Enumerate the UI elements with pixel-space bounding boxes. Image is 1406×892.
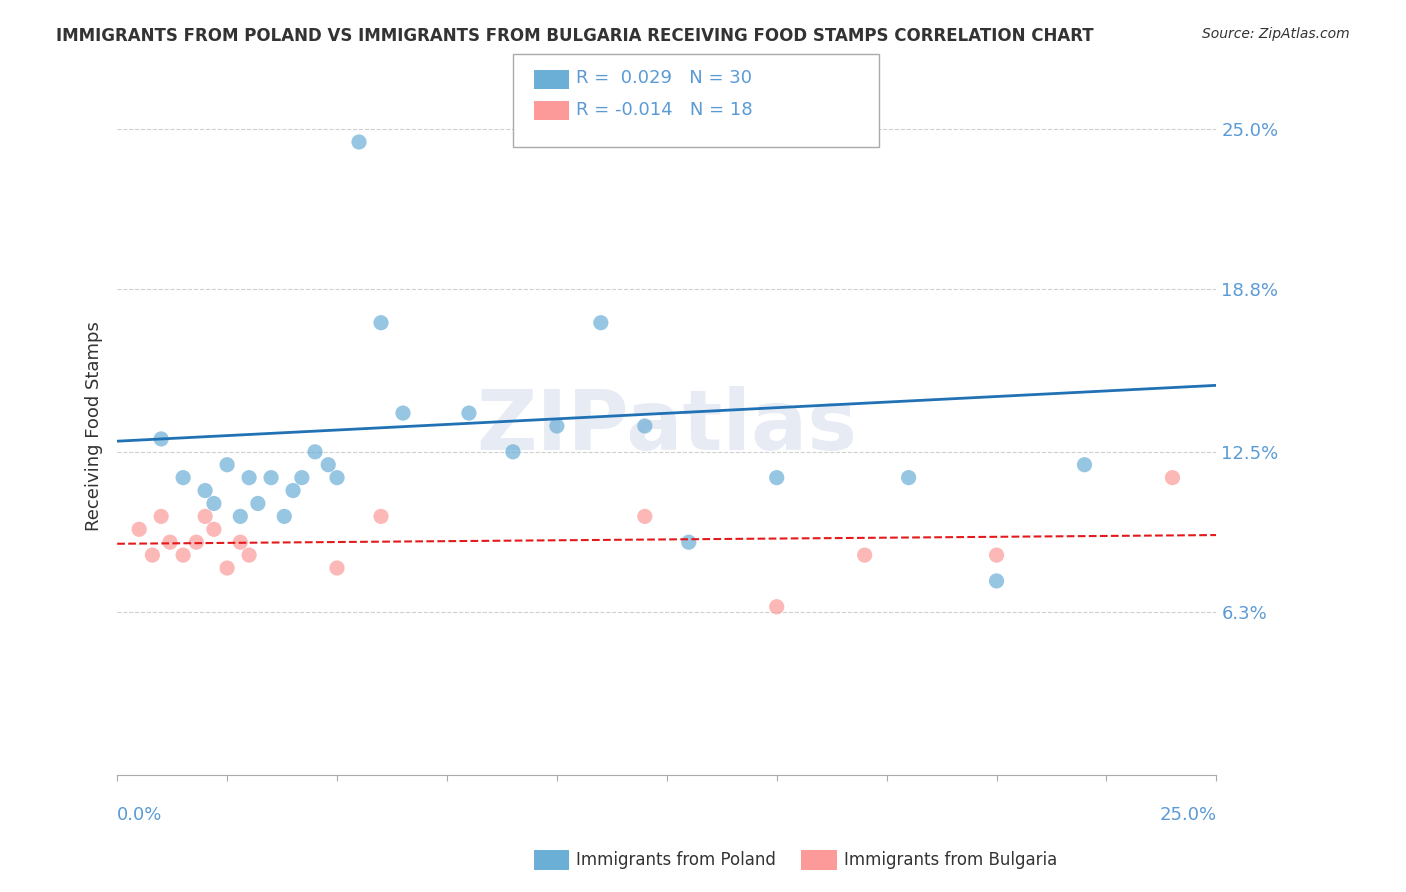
Point	[458, 406, 481, 420]
Point	[150, 509, 173, 524]
Point	[1161, 470, 1184, 484]
Point	[986, 574, 1008, 588]
Text: ZIPatlas: ZIPatlas	[477, 385, 858, 467]
Text: R = -0.014   N = 18: R = -0.014 N = 18	[576, 101, 754, 119]
Point	[229, 535, 252, 549]
Text: Immigrants from Poland: Immigrants from Poland	[576, 851, 776, 869]
Text: IMMIGRANTS FROM POLAND VS IMMIGRANTS FROM BULGARIA RECEIVING FOOD STAMPS CORRELA: IMMIGRANTS FROM POLAND VS IMMIGRANTS FRO…	[56, 27, 1094, 45]
Point	[273, 509, 295, 524]
Point	[502, 445, 524, 459]
Point	[194, 483, 217, 498]
Point	[634, 419, 657, 434]
Point	[765, 599, 787, 614]
Text: 25.0%: 25.0%	[1160, 806, 1216, 824]
Point	[546, 419, 568, 434]
Point	[853, 548, 876, 562]
Point	[326, 470, 349, 484]
Text: Source: ZipAtlas.com: Source: ZipAtlas.com	[1202, 27, 1350, 41]
Point	[986, 548, 1008, 562]
Point	[392, 406, 415, 420]
Point	[217, 458, 239, 472]
Point	[589, 316, 612, 330]
Point	[1073, 458, 1095, 472]
Point	[172, 548, 194, 562]
Point	[202, 522, 225, 536]
Point	[229, 509, 252, 524]
Point	[413, 0, 436, 7]
Y-axis label: Receiving Food Stamps: Receiving Food Stamps	[86, 321, 103, 531]
Point	[326, 561, 349, 575]
Point	[634, 509, 657, 524]
Point	[316, 458, 339, 472]
Point	[246, 496, 269, 510]
Point	[159, 535, 181, 549]
Point	[678, 535, 700, 549]
Point	[150, 432, 173, 446]
Point	[281, 483, 304, 498]
Point	[141, 548, 163, 562]
Point	[186, 535, 208, 549]
Point	[765, 470, 787, 484]
Point	[304, 445, 326, 459]
Point	[238, 470, 260, 484]
Point	[370, 509, 392, 524]
Point	[370, 316, 392, 330]
Point	[291, 470, 314, 484]
Point	[347, 135, 370, 149]
Point	[238, 548, 260, 562]
Text: Immigrants from Bulgaria: Immigrants from Bulgaria	[844, 851, 1057, 869]
Point	[128, 522, 150, 536]
Point	[194, 509, 217, 524]
Point	[897, 470, 920, 484]
Point	[260, 470, 283, 484]
Point	[810, 31, 832, 45]
Point	[202, 496, 225, 510]
Point	[217, 561, 239, 575]
Text: 0.0%: 0.0%	[117, 806, 163, 824]
Point	[172, 470, 194, 484]
Text: R =  0.029   N = 30: R = 0.029 N = 30	[576, 70, 752, 87]
